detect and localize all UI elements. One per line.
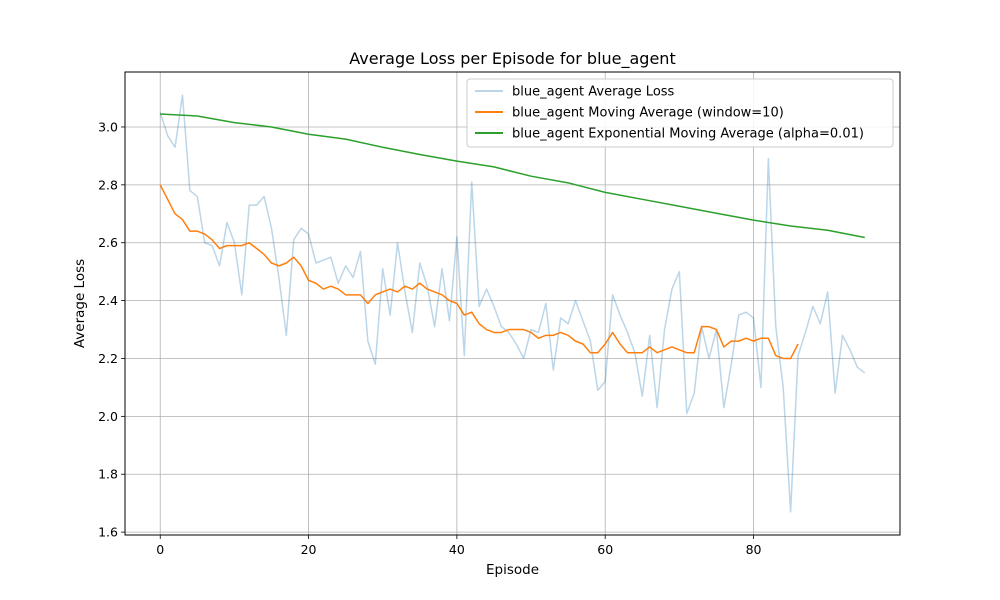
y-tick-label: 2.4: [98, 293, 118, 308]
x-tick-label: 0: [156, 542, 164, 557]
x-tick-label: 60: [597, 542, 613, 557]
plot-area-frame: [124, 71, 901, 536]
y-tick-label: 2.6: [98, 235, 118, 250]
x-axis-label: Episode: [486, 562, 539, 578]
chart-title: Average Loss per Episode for blue_agent: [349, 49, 675, 69]
plot-lines: [159, 94, 866, 513]
y-tick-label: 2.8: [98, 177, 118, 192]
legend-label: blue_agent Moving Average (window=10): [512, 106, 784, 121]
axis-ticks: 0 20 40 60 80 1.6 1.8 2.0 2.2 2.4 2.6 2.8 3.0: [98, 119, 761, 557]
x-tick-label: 20: [301, 542, 317, 557]
legend-box: [466, 78, 894, 148]
series-line-1: [159, 94, 866, 513]
series-line-2: [159, 184, 799, 360]
y-tick-label: 2.2: [98, 351, 118, 366]
y-tick-label: 1.6: [98, 525, 118, 540]
y-tick-label: 3.0: [98, 119, 118, 134]
legend-label: blue_agent Exponential Moving Average (a…: [512, 127, 864, 142]
y-tick-label: 1.8: [98, 467, 118, 482]
y-axis-label: Average Loss: [72, 259, 88, 348]
series-line-3: [160, 113, 865, 239]
x-tick-label: 40: [449, 542, 465, 557]
x-tick-label: 80: [746, 542, 762, 557]
legend: blue_agent Average Loss blue_agent Moving…: [466, 78, 894, 148]
y-tick-label: 2.0: [98, 409, 118, 424]
legend-label: blue_agent Average Loss: [512, 85, 675, 100]
